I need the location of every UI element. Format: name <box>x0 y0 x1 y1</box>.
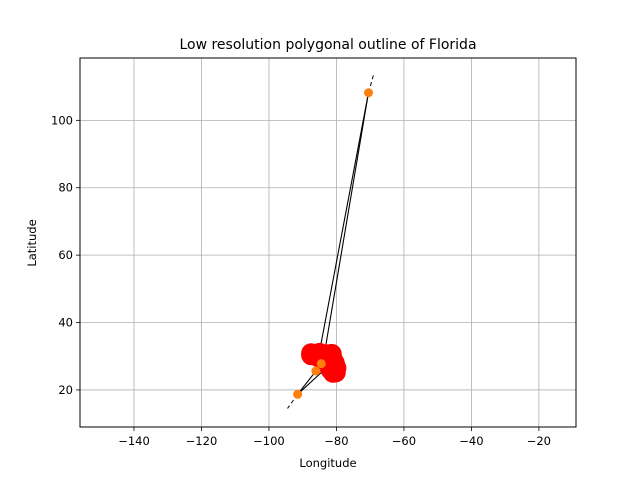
x-tick-label: −40 <box>459 434 483 448</box>
y-tick-label: 20 <box>58 383 73 397</box>
x-tick-label: −120 <box>186 434 218 448</box>
spike-line <box>315 92 370 372</box>
x-tick-label: −20 <box>527 434 551 448</box>
grid <box>80 58 576 427</box>
plot-area <box>287 74 375 409</box>
x-tick-label: −80 <box>324 434 348 448</box>
spike-line <box>322 92 370 363</box>
x-tick-label: −140 <box>118 434 150 448</box>
x-tick-label: −100 <box>253 434 285 448</box>
endpoint-marker <box>293 389 303 399</box>
endpoint-marker <box>363 88 373 98</box>
plot-content <box>287 74 375 409</box>
y-tick-label: 40 <box>58 316 73 330</box>
y-tick-label: 60 <box>58 248 73 262</box>
y-tick-label: 80 <box>58 181 73 195</box>
x-axis-ticks: −140 −120 −100 −80 −60 −40 −20 <box>118 427 551 448</box>
endpoint-marker <box>316 359 326 369</box>
y-axis-ticks: 20 40 60 80 100 <box>51 113 80 397</box>
vertex-marker <box>301 345 322 366</box>
endpoint-marker <box>311 366 321 376</box>
axes-frame <box>79 57 577 428</box>
x-axis-label: Longitude <box>299 456 356 470</box>
x-tick-label: −60 <box>392 434 416 448</box>
chart-title: Low resolution polygonal outline of Flor… <box>179 37 476 53</box>
spike-line <box>297 370 317 395</box>
y-axis-label: Latitude <box>25 219 39 266</box>
y-tick-label: 100 <box>51 113 73 127</box>
